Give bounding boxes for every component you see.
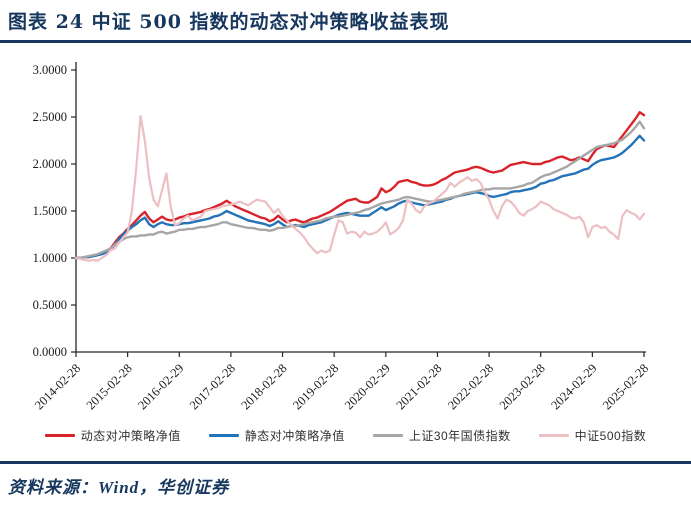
chart-area: 3.0000 2.5000 2.0000 1.5000 1.0000 0.5000 0.00… xyxy=(0,45,691,415)
legend-item-treasury-index: 上证30年国债指数 xyxy=(372,427,511,444)
legend-item-static-hedge: 静态对冲策略净值 xyxy=(208,427,345,444)
series-line xyxy=(74,120,646,260)
chart-legend: 动态对冲策略净值 静态对冲策略净值 上证30年国债指数 中证500指数 xyxy=(0,427,691,444)
svg-text:2023-02-28: 2023-02-28 xyxy=(497,362,548,411)
svg-text:0.5000: 0.5000 xyxy=(33,298,67,312)
svg-text:1.0000: 1.0000 xyxy=(33,251,67,265)
svg-text:2.0000: 2.0000 xyxy=(33,157,67,171)
svg-text:2024-02-29: 2024-02-29 xyxy=(548,362,599,411)
legend-item-csi500-index: 中证500指数 xyxy=(538,427,647,444)
title-rule xyxy=(0,40,691,44)
series-line xyxy=(74,115,646,263)
svg-text:2.5000: 2.5000 xyxy=(33,110,67,124)
legend-line-swatch xyxy=(44,434,75,438)
legend-item-label: 静态对冲策略净值 xyxy=(244,429,345,444)
figure-title: 图表 24 中证 500 指数的动态对冲策略收益表现 xyxy=(8,11,450,33)
legend-item-label: 上证30年国债指数 xyxy=(408,429,511,444)
svg-text:2015-02-28: 2015-02-28 xyxy=(84,362,135,411)
legend-line-swatch xyxy=(372,434,403,438)
line-chart: 3.0000 2.5000 2.0000 1.5000 1.0000 0.5000 0.00… xyxy=(32,62,651,413)
svg-text:2021-02-28: 2021-02-28 xyxy=(393,362,444,411)
legend-line-swatch xyxy=(538,434,569,438)
legend-item-label: 动态对冲策略净值 xyxy=(80,429,181,444)
svg-text:0.0000: 0.0000 xyxy=(33,345,67,359)
svg-text:2022-02-28: 2022-02-28 xyxy=(445,362,496,411)
svg-text:2019-02-28: 2019-02-28 xyxy=(290,362,341,411)
svg-text:2014-02-28: 2014-02-28 xyxy=(32,362,83,411)
svg-text:2016-02-29: 2016-02-29 xyxy=(135,362,186,411)
svg-text:1.5000: 1.5000 xyxy=(33,204,67,218)
svg-text:2017-02-28: 2017-02-28 xyxy=(187,362,238,411)
svg-text:2020-02-29: 2020-02-29 xyxy=(342,362,393,411)
series-line xyxy=(74,111,646,260)
svg-text:3.0000: 3.0000 xyxy=(33,63,67,77)
legend-item-dynamic-hedge: 动态对冲策略净值 xyxy=(44,427,181,444)
series-line xyxy=(74,134,646,260)
svg-text:2025-02-28: 2025-02-28 xyxy=(600,362,651,411)
legend-item-label: 中证500指数 xyxy=(574,429,647,444)
source-note: 资料来源：Wind，华创证券 xyxy=(8,478,230,498)
footer-rule xyxy=(0,461,691,465)
svg-text:2018-02-28: 2018-02-28 xyxy=(239,362,290,411)
legend-line-swatch xyxy=(208,434,239,438)
